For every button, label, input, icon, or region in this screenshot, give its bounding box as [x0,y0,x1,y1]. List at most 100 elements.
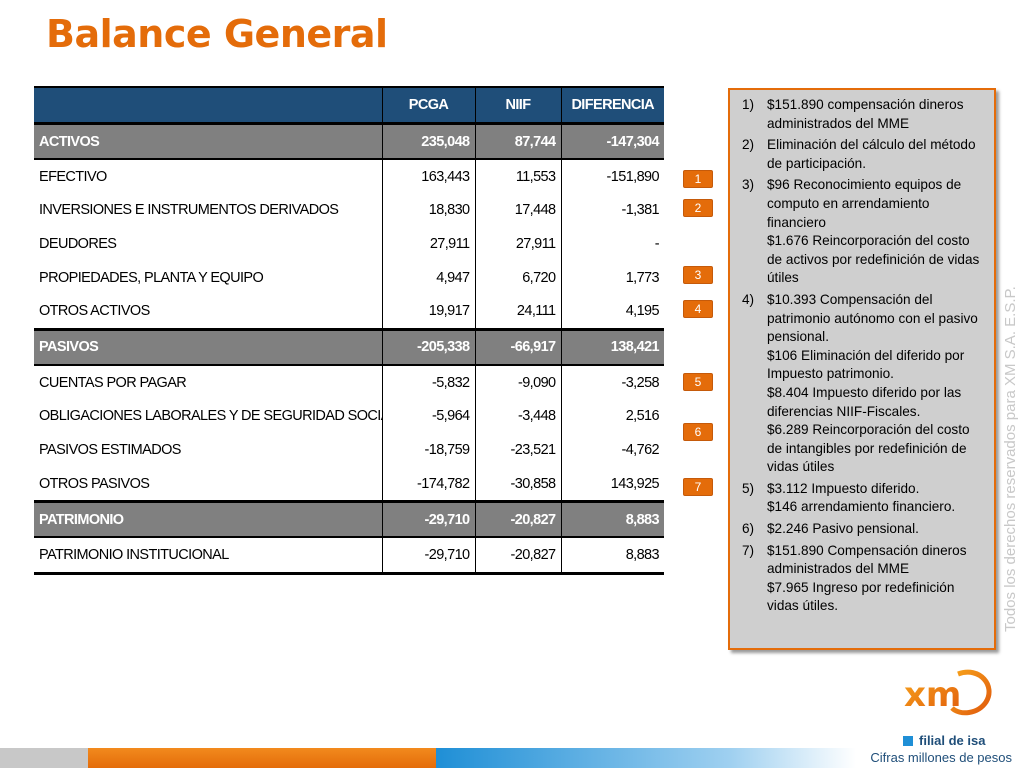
cell-pcga: 27,911 [381,227,475,261]
note-line: $146 arrendamiento financiero. [767,499,956,515]
note-badge: 1 [683,170,713,188]
cell-niif: -20,827 [474,501,561,539]
row-label: PATRIMONIO INSTITUCIONAL [34,537,382,575]
cell-dif: -147,304 [560,123,664,160]
table-row: INVERSIONES E INSTRUMENTOS DERIVADOS 18,8… [34,193,664,228]
square-icon [903,736,913,746]
cell-pcga: 163,443 [381,159,475,194]
table-row: CUENTAS POR PAGAR -5,832 -9,090 -3,258 [34,364,664,400]
cell-dif: 8,883 [560,501,664,539]
cell-pcga: 235,048 [381,123,475,160]
cell-niif: 17,448 [474,193,561,228]
row-label: OBLIGACIONES LABORALES Y DE SEGURIDAD SO… [39,408,382,425]
cell-dif: 143,925 [560,466,664,504]
cell-niif: -9,090 [474,364,561,400]
note-number: 1) [742,97,755,112]
note-number: 5) [742,480,755,496]
notes-panel: 1) $151.890 compensación dineros administ… [728,88,996,650]
table-row: PATRIMONIO INSTITUCIONAL -29,710 -20,827 8,… [34,537,664,575]
note-line: $7.965 Ingreso por redefinición vidas út… [767,579,955,614]
row-label: INVERSIONES E INSTRUMENTOS DERIVADOS [39,202,339,219]
cell-pcga: -18,759 [381,433,475,467]
cell-pcga: -205,338 [381,329,475,366]
cell-pcga: 4,947 [381,260,475,295]
note-item: 2) Eliminación del cálculo del método de … [738,136,986,173]
page-title: Balance General [46,12,388,56]
note-item: 3) $96 Reconocimiento equipos de computo … [738,176,986,288]
note-badge: 6 [683,423,713,441]
note-line: $151.890 Compensación dineros administra… [767,542,967,577]
cell-dif: - [560,227,664,261]
note-number: 7) [742,542,755,558]
note-number: 4) [742,291,755,307]
row-label: PATRIMONIO [34,501,382,539]
note-line: Eliminación del cálculo del método de pa… [767,137,976,171]
xm-logo: xm [904,669,992,716]
table-row: OTROS ACTIVOS 19,917 24,111 4,195 [34,294,664,331]
note-badge: 4 [683,300,713,318]
note-badge: 3 [683,266,713,284]
note-item: 7) $151.890 Compensación dineros administ… [738,542,986,616]
copyright-text: Todos los derechos reservados para XM S.… [1002,286,1019,632]
note-line: $10.393 Compensación del patrimonio autó… [767,291,978,345]
cell-pcga: -174,782 [381,466,475,504]
note-badge: 2 [683,199,713,217]
balance-table: PCGA NIIF DIFERENCIA ACTIVOS 235,048 87,744 -1… [34,86,664,575]
row-label: PASIVOS [34,329,382,366]
cell-dif: 4,195 [560,294,664,331]
note-badge: 7 [683,478,713,496]
cell-pcga: 18,830 [381,193,475,228]
cell-pcga: 19,917 [381,294,475,331]
row-label: DEUDORES [39,235,117,252]
table-row: DEUDORES 27,911 27,911- [34,227,664,261]
footer-bar-blue [436,748,856,768]
section-row: ACTIVOS 235,048 87,744 -147,304 [34,123,664,160]
note-line: $106 Eliminación del diferido por Impues… [767,347,965,382]
cell-dif: -151,890 [560,159,664,194]
cell-niif: 11,553 [474,159,561,194]
cell-niif: -23,521 [474,433,561,467]
note-item: 5) $3.112 Impuesto diferido. $146 arrendam… [738,480,986,517]
cell-dif: -1,381 [560,193,664,228]
cell-dif: -4,762 [560,433,664,467]
cell-pcga: -5,832 [381,364,475,400]
cell-niif: 6,720 [474,260,561,295]
cell-dif: 8,883 [560,537,664,575]
note-line: $151.890 compensación dineros administra… [767,97,964,131]
column-header: NIIF [474,86,561,125]
notes-list: 1) $151.890 compensación dineros administ… [730,90,994,616]
cell-niif: -20,827 [474,537,561,575]
cell-dif: 2,516 [560,399,664,434]
table-row: PASIVOS ESTIMADOS -18,759 -23,521 -4,762 [34,433,664,467]
table-row: PROPIEDADES, PLANTA Y EQUIPO 4,947 6,720 1,… [34,260,664,295]
table-row: OTROS PASIVOS -174,782 -30,858 143,925 [34,466,664,504]
note-line: $96 Reconocimiento equipos de computo en… [767,177,962,230]
column-header: PCGA [381,86,475,125]
footer-bar-gray [0,748,88,768]
row-label: CUENTAS POR PAGAR [39,374,187,391]
cell-niif: 87,744 [474,123,561,160]
logo-tagline: filial de isa [903,733,985,748]
cell-niif: -3,448 [474,399,561,434]
note-line: $2.246 Pasivo pensional. [767,521,919,537]
note-number: 3) [742,177,755,193]
row-label: EFECTIVO [39,168,107,185]
section-row: PATRIMONIO -29,710 -20,827 8,883 [34,501,664,539]
note-item: 4) $10.393 Compensación del patrimonio au… [738,291,986,477]
cell-niif: -66,917 [474,329,561,366]
column-header: DIFERENCIA [560,86,664,125]
row-label: PROPIEDADES, PLANTA Y EQUIPO [39,269,264,286]
cell-pcga: -5,964 [381,399,475,434]
cell-niif: 27,911 [474,227,561,261]
table-row: OBLIGACIONES LABORALES Y DE SEGURIDAD SO… [34,399,664,434]
note-item: 1) $151.890 compensación dineros administ… [738,96,986,133]
cell-dif: 1,773 [560,260,664,295]
note-item: 6) $2.246 Pasivo pensional. [738,520,986,539]
section-row: PASIVOS -205,338 -66,917 138,421 [34,329,664,366]
cell-niif: -30,858 [474,466,561,504]
note-line: $3.112 Impuesto diferido. [767,480,920,496]
cell-pcga: -29,710 [381,537,475,575]
footer-bar-orange [88,748,436,768]
cell-pcga: -29,710 [381,501,475,539]
table-row: EFECTIVO 163,443 11,553 -151,890 [34,159,664,194]
